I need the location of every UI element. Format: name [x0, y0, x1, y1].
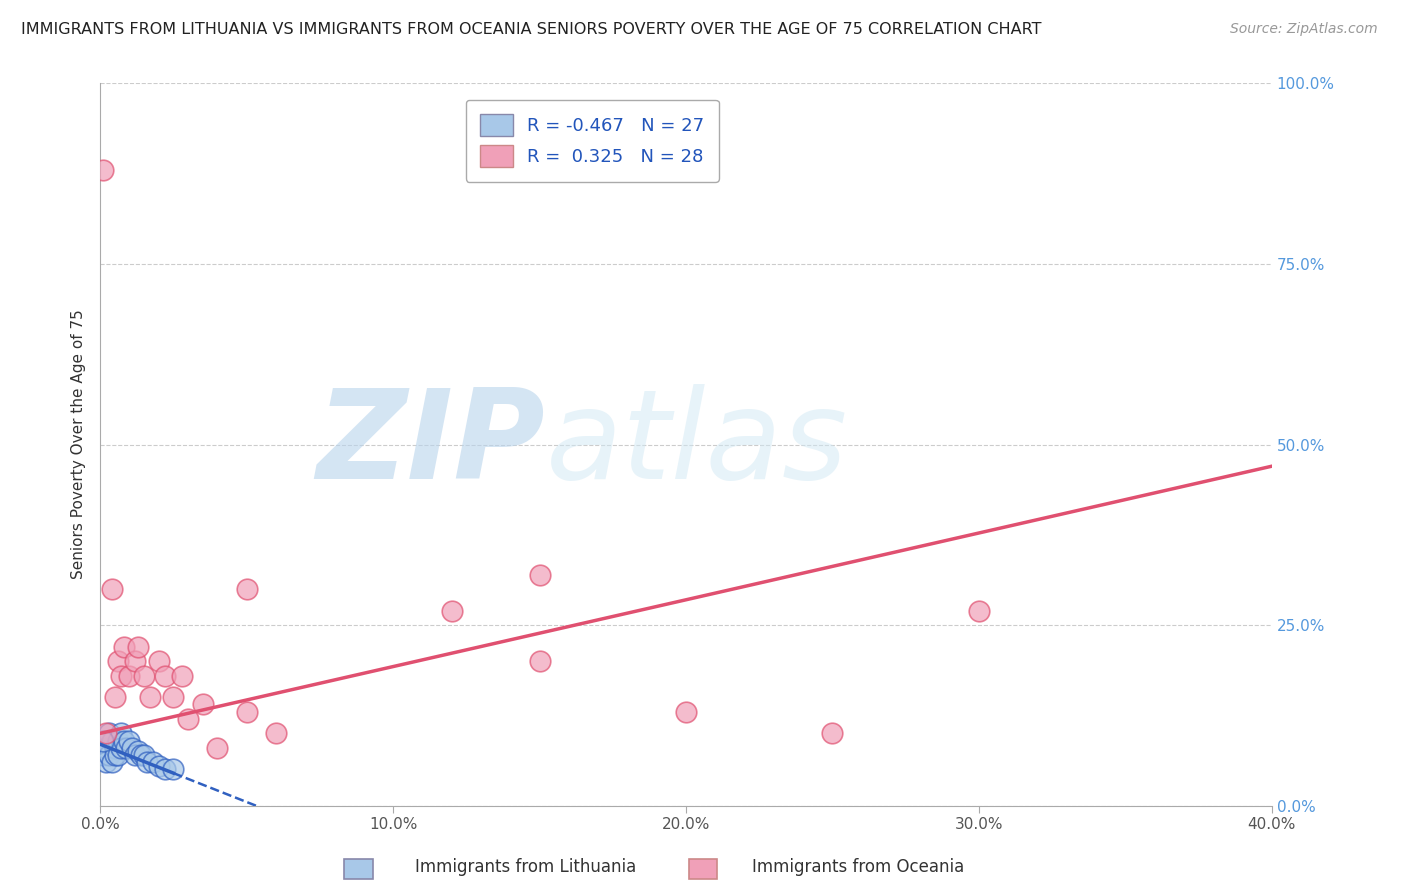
Point	[112, 640, 135, 654]
Point	[94, 756, 117, 770]
Point	[440, 604, 463, 618]
Point	[94, 726, 117, 740]
Point	[118, 733, 141, 747]
Point	[153, 668, 176, 682]
Point	[101, 582, 124, 596]
Point	[129, 747, 152, 762]
Point	[132, 668, 155, 682]
Point	[148, 654, 170, 668]
Point	[121, 740, 143, 755]
Point	[101, 756, 124, 770]
Point	[235, 705, 257, 719]
Point	[127, 640, 149, 654]
Point	[101, 733, 124, 747]
Point	[127, 744, 149, 758]
Point	[91, 747, 114, 762]
Point	[94, 740, 117, 755]
Point	[136, 756, 159, 770]
Point	[207, 740, 229, 755]
Point	[529, 654, 551, 668]
Point	[104, 747, 127, 762]
Point	[104, 740, 127, 755]
Y-axis label: Seniors Poverty Over the Age of 75: Seniors Poverty Over the Age of 75	[72, 310, 86, 580]
Text: atlas: atlas	[546, 384, 848, 505]
Point	[264, 726, 287, 740]
Point	[148, 759, 170, 773]
Point	[110, 668, 132, 682]
Point	[110, 726, 132, 740]
Point	[177, 712, 200, 726]
Point	[142, 756, 165, 770]
Point	[118, 668, 141, 682]
Point	[124, 747, 146, 762]
Point	[529, 567, 551, 582]
Point	[821, 726, 844, 740]
Point	[967, 604, 990, 618]
Point	[132, 747, 155, 762]
Legend: R = -0.467   N = 27, R =  0.325   N = 28: R = -0.467 N = 27, R = 0.325 N = 28	[465, 100, 718, 182]
Text: Source: ZipAtlas.com: Source: ZipAtlas.com	[1230, 22, 1378, 37]
Text: Immigrants from Oceania: Immigrants from Oceania	[752, 858, 965, 876]
Point	[97, 747, 120, 762]
Point	[107, 654, 129, 668]
Point	[107, 747, 129, 762]
Point	[139, 690, 162, 705]
Point	[115, 740, 138, 755]
Text: IMMIGRANTS FROM LITHUANIA VS IMMIGRANTS FROM OCEANIA SENIORS POVERTY OVER THE AG: IMMIGRANTS FROM LITHUANIA VS IMMIGRANTS …	[21, 22, 1042, 37]
Point	[91, 163, 114, 178]
Text: ZIP: ZIP	[316, 384, 546, 505]
Point	[162, 763, 184, 777]
Point	[191, 698, 214, 712]
Point	[675, 705, 697, 719]
Point	[124, 654, 146, 668]
Point	[235, 582, 257, 596]
Point	[104, 690, 127, 705]
Point	[97, 726, 120, 740]
Point	[153, 763, 176, 777]
Point	[162, 690, 184, 705]
Text: Immigrants from Lithuania: Immigrants from Lithuania	[415, 858, 636, 876]
Point	[112, 733, 135, 747]
Point	[107, 733, 129, 747]
Point	[91, 733, 114, 747]
Point	[172, 668, 194, 682]
Point	[110, 740, 132, 755]
